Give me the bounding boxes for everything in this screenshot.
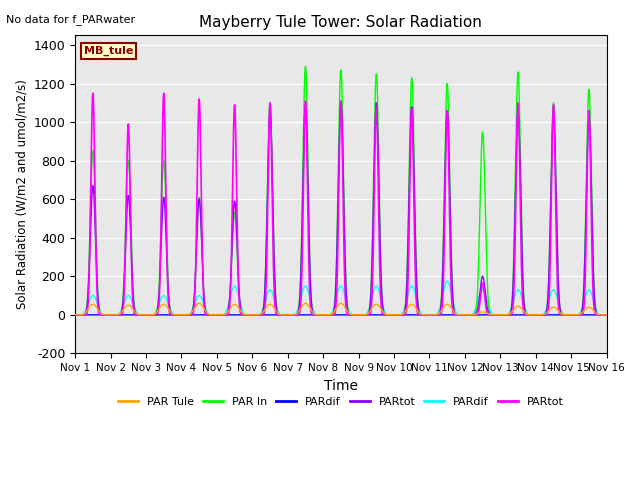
Text: No data for f_PARwater: No data for f_PARwater bbox=[6, 14, 136, 25]
X-axis label: Time: Time bbox=[324, 379, 358, 393]
Y-axis label: Solar Radiation (W/m2 and umol/m2/s): Solar Radiation (W/m2 and umol/m2/s) bbox=[15, 80, 28, 309]
Text: MB_tule: MB_tule bbox=[84, 46, 133, 56]
Legend: PAR Tule, PAR In, PARdif, PARtot, PARdif, PARtot: PAR Tule, PAR In, PARdif, PARtot, PARdif… bbox=[114, 393, 568, 411]
Title: Mayberry Tule Tower: Solar Radiation: Mayberry Tule Tower: Solar Radiation bbox=[200, 15, 483, 30]
